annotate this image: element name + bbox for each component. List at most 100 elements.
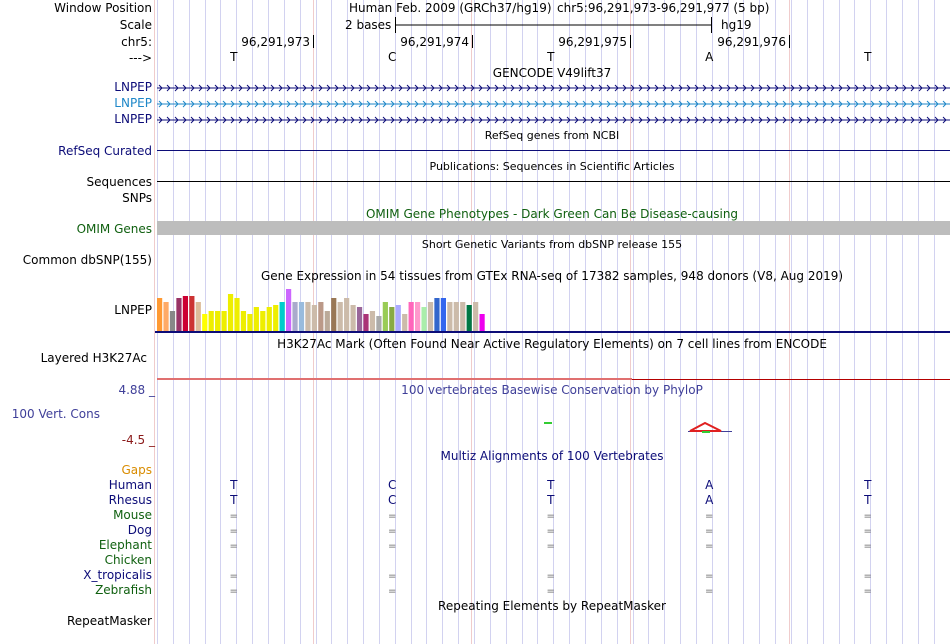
gtex-label[interactable]: LNPEP <box>114 303 152 317</box>
sequences-label[interactable]: Sequences <box>86 175 152 189</box>
gtex-tissue-bar[interactable] <box>318 302 324 332</box>
species-label[interactable]: Mouse <box>113 508 152 522</box>
gtex-tissue-bar[interactable] <box>479 314 485 332</box>
gtex-tissue-bar[interactable] <box>221 311 227 332</box>
species-label[interactable]: Zebrafish <box>95 583 152 597</box>
gtex-tissue-bar[interactable] <box>260 311 266 332</box>
pubs-sequence-line[interactable] <box>157 181 950 182</box>
gencode-label-2[interactable]: LNPEP <box>114 96 152 110</box>
gtex-tissue-bar[interactable] <box>440 298 446 332</box>
gtex-tissue-bar[interactable] <box>176 298 182 332</box>
gtex-tissue-bar[interactable] <box>344 298 350 332</box>
gencode-transcripts[interactable] <box>155 80 950 128</box>
gtex-tissue-bar[interactable] <box>253 307 259 332</box>
gtex-tissue-bar[interactable] <box>447 302 453 332</box>
species-label[interactable]: Elephant <box>98 538 152 552</box>
gtex-tissue-bar[interactable] <box>369 311 376 332</box>
gridline <box>934 0 935 644</box>
gtex-tissue-bar[interactable] <box>363 314 369 332</box>
gtex-tissue-bar[interactable] <box>286 289 292 332</box>
gtex-tissue-bar[interactable] <box>415 302 421 332</box>
alignment-base: = <box>863 511 872 522</box>
gtex-tissue-bar[interactable] <box>421 307 427 332</box>
scale-bar <box>395 17 712 33</box>
gridline <box>569 0 570 644</box>
gtex-tissue-bar[interactable] <box>376 316 382 332</box>
coord-tick <box>472 35 473 48</box>
refseq-gene-line[interactable] <box>157 150 950 151</box>
gtex-expression-bars[interactable] <box>155 284 535 332</box>
gtex-tissue-bar[interactable] <box>182 296 188 332</box>
gtex-tissue-bar[interactable] <box>331 298 337 332</box>
dbsnp-label[interactable]: Common dbSNP(155) <box>22 253 152 267</box>
gtex-tissue-bar[interactable] <box>389 307 395 332</box>
species-label[interactable]: Chicken <box>104 553 152 567</box>
gridline <box>902 0 903 644</box>
gtex-tissue-bar[interactable] <box>215 311 221 332</box>
species-label[interactable]: Rhesus <box>108 493 152 507</box>
gtex-tissue-bar[interactable] <box>382 302 388 332</box>
snps-label[interactable]: SNPs <box>122 191 152 205</box>
gtex-tissue-bar[interactable] <box>466 305 472 332</box>
gtex-tissue-bar[interactable] <box>298 302 305 332</box>
gtex-tissue-bar[interactable] <box>460 302 466 332</box>
gencode-label-3[interactable]: LNPEP <box>114 112 152 126</box>
gridline <box>220 0 221 644</box>
gtex-tissue-bar[interactable] <box>273 305 279 332</box>
gtex-tissue-bar[interactable] <box>266 307 272 332</box>
sequence-base: A <box>705 50 714 64</box>
gtex-tissue-bar[interactable] <box>208 311 214 332</box>
alignment-base: = <box>705 586 714 597</box>
gaps-label[interactable]: Gaps <box>121 463 152 477</box>
gridline <box>854 0 855 644</box>
gridline <box>633 0 634 644</box>
species-label[interactable]: Human <box>108 478 152 492</box>
alignment-base: = <box>388 586 397 597</box>
gtex-tissue-bar[interactable] <box>189 296 195 332</box>
refseq-label[interactable]: RefSeq Curated <box>58 144 152 158</box>
gtex-tissue-bar[interactable] <box>402 314 408 332</box>
gtex-tissue-bar[interactable] <box>408 302 414 332</box>
gtex-tissue-bar[interactable] <box>279 302 285 332</box>
gtex-tissue-bar[interactable] <box>240 311 247 332</box>
gtex-tissue-bar[interactable] <box>434 298 440 332</box>
phylop-label[interactable]: 100 Vert. Cons <box>11 407 100 421</box>
gencode-transcript-line[interactable] <box>157 84 950 92</box>
gtex-tissue-bar[interactable] <box>427 302 434 332</box>
gtex-tissue-bar[interactable] <box>337 302 343 332</box>
gencode-transcript-line[interactable] <box>157 100 950 108</box>
gtex-tissue-bar[interactable] <box>157 298 163 332</box>
coord-tick <box>789 35 790 48</box>
region-coordinates: chr5:96,291,973-96,291,977 (5 bp) <box>557 1 770 15</box>
gtex-tissue-bar[interactable] <box>292 302 298 332</box>
gridline <box>696 0 697 644</box>
gencode-label-1[interactable]: LNPEP <box>114 80 152 94</box>
phylop-ymin: -4.5 _ <box>121 433 155 447</box>
gtex-tissue-bar[interactable] <box>247 314 253 332</box>
gtex-tissue-bar[interactable] <box>356 307 363 332</box>
omim-gene-block[interactable] <box>157 221 950 235</box>
gtex-tissue-bar[interactable] <box>202 314 208 332</box>
gencode-transcript-line[interactable] <box>157 116 950 124</box>
gtex-tissue-bar[interactable] <box>227 294 234 332</box>
gtex-tissue-bar[interactable] <box>350 305 356 332</box>
gtex-tissue-bar[interactable] <box>395 305 401 332</box>
gtex-tissue-bar[interactable] <box>305 302 311 332</box>
h3k27ac-label[interactable]: Layered H3K27Ac <box>40 351 147 365</box>
rmsk-label[interactable]: RepeatMasker <box>66 614 152 628</box>
gridline <box>601 0 602 644</box>
species-label[interactable]: X_tropicalis <box>83 568 152 582</box>
h3k27ac-signal[interactable] <box>157 378 632 380</box>
gtex-tissue-bar[interactable] <box>234 298 240 332</box>
phylop-signal[interactable] <box>530 418 740 438</box>
gtex-tissue-bar[interactable] <box>453 302 459 332</box>
species-label[interactable]: Dog <box>127 523 152 537</box>
gtex-tissue-bar[interactable] <box>195 302 201 332</box>
gtex-tissue-bar[interactable] <box>169 311 176 332</box>
gtex-tissue-bar[interactable] <box>473 302 479 332</box>
omim-label[interactable]: OMIM Genes <box>76 222 152 236</box>
gtex-tissue-bar[interactable] <box>324 311 330 332</box>
alignment-base: = <box>388 526 397 537</box>
gtex-tissue-bar[interactable] <box>163 302 169 332</box>
gtex-tissue-bar[interactable] <box>311 305 317 332</box>
